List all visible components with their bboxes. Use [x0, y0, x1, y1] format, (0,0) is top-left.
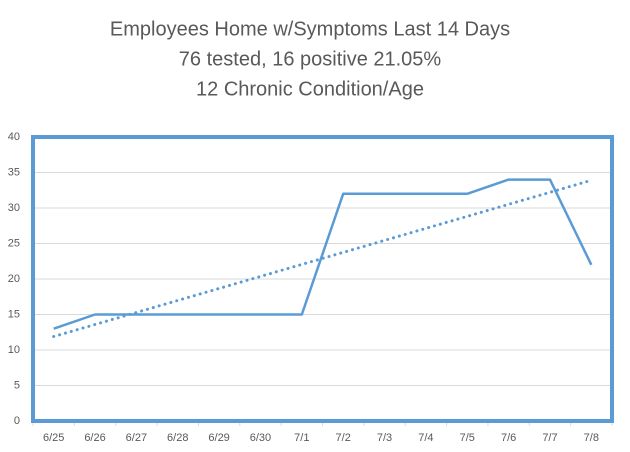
y-tick-label: 30: [8, 202, 20, 214]
x-tick-label: 6/28: [167, 432, 188, 444]
x-tick-label: 7/7: [542, 432, 557, 444]
chart-title: Employees Home w/Symptoms Last 14 Days: [110, 18, 510, 40]
x-tick-label: 7/4: [418, 432, 433, 444]
x-tick-label: 7/3: [377, 432, 392, 444]
y-tick-label: 40: [8, 131, 20, 143]
y-tick-label: 5: [14, 379, 20, 391]
x-tick-label: 7/1: [294, 432, 309, 444]
y-tick-label: 15: [8, 308, 20, 320]
chart-subtitle: 12 Chronic Condition/Age: [196, 78, 424, 100]
x-tick-label: 6/29: [208, 432, 229, 444]
trendline: [52, 178, 593, 339]
x-tick-label: 6/25: [43, 432, 64, 444]
plot-frame: [31, 135, 614, 423]
x-tick-label: 7/6: [501, 432, 516, 444]
x-tick-label: 6/30: [250, 432, 271, 444]
y-tick-label: 10: [8, 344, 20, 356]
x-tick-label: 7/2: [336, 432, 351, 444]
x-tick-label: 7/8: [584, 432, 599, 444]
x-tick-label: 7/5: [460, 432, 475, 444]
chart-subtitle: 76 tested, 16 positive 21.05%: [179, 48, 442, 70]
x-tick-label: 6/26: [84, 432, 105, 444]
x-tick-label: 6/27: [126, 432, 147, 444]
y-tick-label: 25: [8, 237, 20, 249]
y-tick-label: 35: [8, 166, 20, 178]
y-tick-label: 20: [8, 273, 20, 285]
y-tick-label: 0: [14, 415, 20, 427]
data-line: [53, 178, 593, 330]
